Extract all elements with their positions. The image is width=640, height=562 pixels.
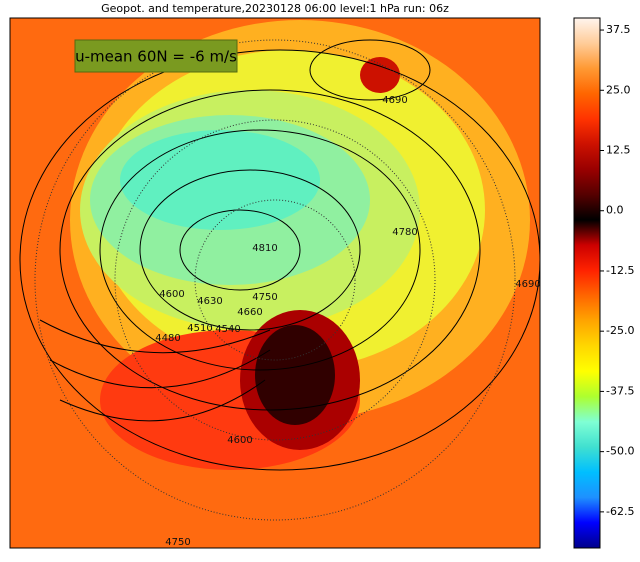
contour-label: 4750 [165,537,190,548]
colorbar: 37.5 25.0 12.5 0.0 -12.5 -25.0 -37.5 -50.0 -62.5 [573,17,634,549]
contour-label: 4810 [252,243,277,254]
tick-label: 25.0 [606,83,631,96]
annotation: u-mean 60N = -6 m/s [75,48,237,66]
contour-label: 4690 [382,95,407,106]
contour-label: 4750 [252,292,277,303]
tick-label: 0.0 [606,204,624,217]
contour-label: 4780 [392,227,417,238]
tick-label: -62.5 [606,505,634,518]
tick-label: -50.0 [606,445,634,458]
contour-label: 4690 [515,279,540,290]
contour-label: 4660 [237,307,262,318]
colorbar-scale [573,17,601,549]
contour-label: 4510 [187,323,212,334]
contour-label: 4540 [215,324,240,335]
tick-label: 12.5 [606,144,631,157]
contour-label: 4600 [227,435,252,446]
title: Geopot. and temperature,20230128 06:00 l… [101,2,449,15]
map [10,18,540,548]
annotation-box [74,39,238,73]
contour-label: 4600 [159,289,184,300]
tick-label: -12.5 [606,264,634,277]
contour-label: 4480 [155,333,180,344]
tick-label: -25.0 [606,324,634,337]
tick-label: -37.5 [606,384,634,397]
tick-label: 37.5 [606,23,631,36]
contour-label: 4630 [197,296,222,307]
